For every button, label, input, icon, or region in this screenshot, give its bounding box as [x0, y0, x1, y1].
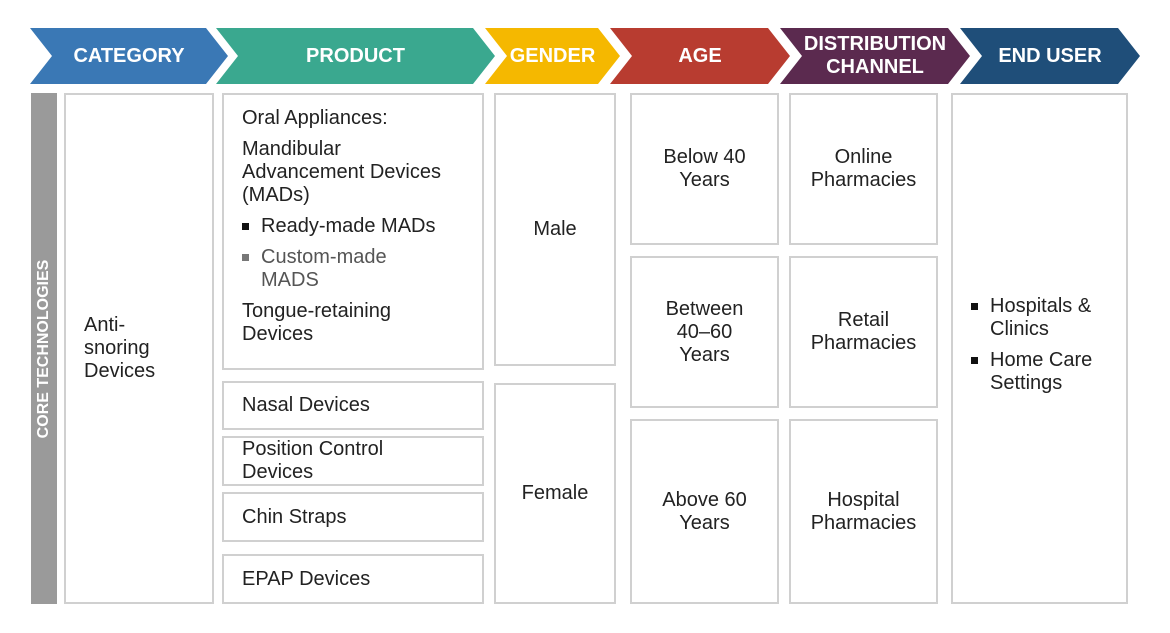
- header-product: PRODUCT: [216, 28, 495, 84]
- side-label: CORE TECHNOLOGIES: [35, 259, 52, 438]
- age-box: Between 40–60 Years: [630, 256, 779, 408]
- end-user-box: Hospitals & Clinics Home Care Settings: [951, 93, 1128, 604]
- mad-item: Custom-made MADS: [242, 246, 464, 292]
- header-end-user: END USER: [960, 28, 1140, 84]
- age-box: Above 60 Years: [630, 419, 779, 604]
- side-label-bar: CORE TECHNOLOGIES: [31, 93, 57, 604]
- end-user-item: Home Care Settings: [971, 349, 1110, 395]
- distribution-box: Hospital Pharmacies: [789, 419, 938, 604]
- header-gender: GENDER: [485, 28, 620, 84]
- distribution-box: Retail Pharmacies: [789, 256, 938, 408]
- end-user-item: Hospitals & Clinics: [971, 295, 1110, 341]
- gender-box: Female: [494, 383, 616, 604]
- header-age: AGE: [610, 28, 790, 84]
- product-box: Position Control Devices: [222, 436, 484, 486]
- tongue-text: Tongue-retaining Devices: [242, 300, 391, 345]
- oral-title: Oral Appliances:: [242, 107, 388, 129]
- category-text: Anti-snoring Devices: [84, 314, 156, 382]
- header-category: CATEGORY: [30, 28, 228, 84]
- distribution-box: Online Pharmacies: [789, 93, 938, 245]
- mad-item: Ready-made MADs: [242, 215, 464, 238]
- category-box: Anti-snoring Devices: [64, 93, 214, 604]
- product-box: EPAP Devices: [222, 554, 484, 604]
- product-oral-box: Oral Appliances: Mandibular Advancement …: [222, 93, 484, 370]
- mad-title: Mandibular Advancement Devices (MADs): [242, 138, 441, 206]
- header-distribution: DISTRIBUTION CHANNEL: [780, 28, 970, 84]
- gender-box: Male: [494, 93, 616, 366]
- age-box: Below 40 Years: [630, 93, 779, 245]
- product-box: Chin Straps: [222, 492, 484, 542]
- product-box: Nasal Devices: [222, 381, 484, 430]
